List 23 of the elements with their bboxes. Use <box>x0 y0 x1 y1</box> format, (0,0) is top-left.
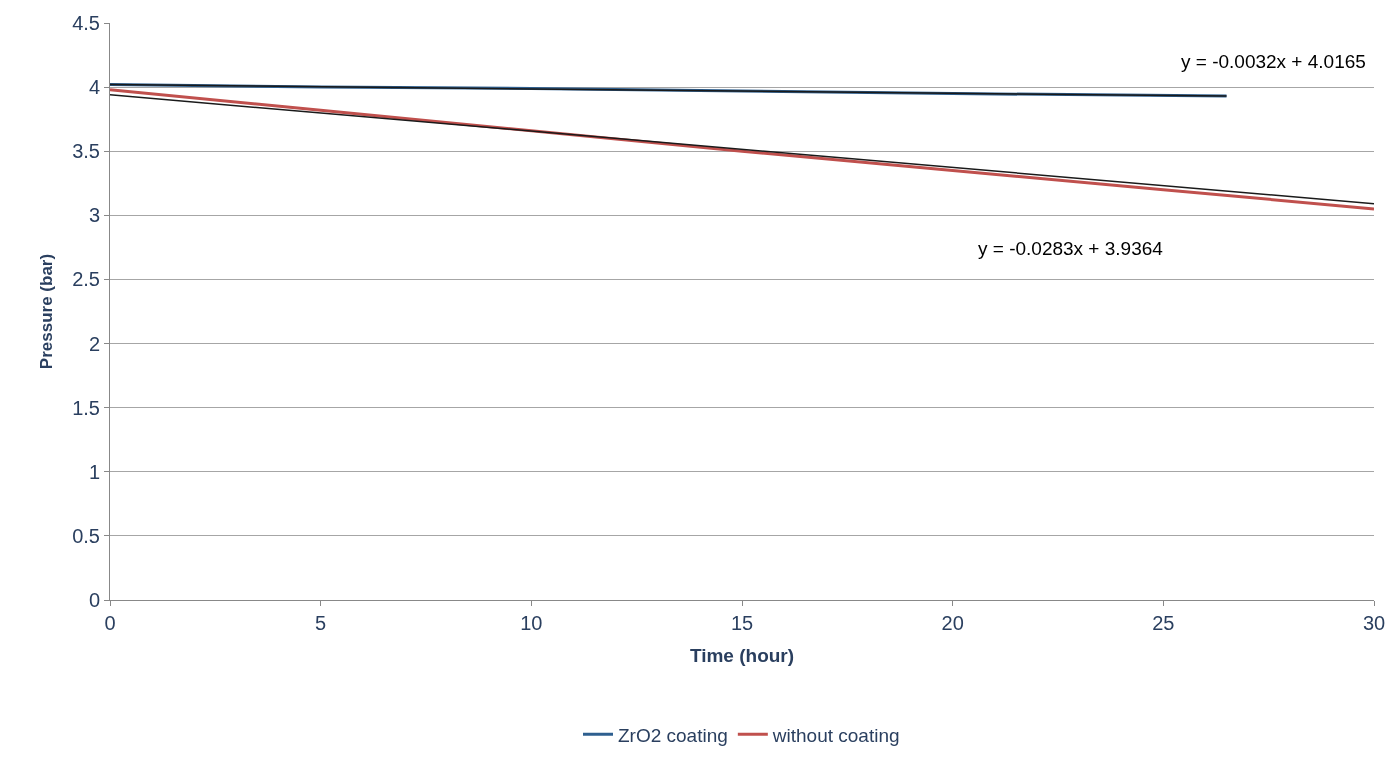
x-tick-label: 25 <box>1152 612 1175 634</box>
legend-label: without coating <box>771 724 900 746</box>
y-tick-label: 3 <box>88 204 100 227</box>
y-tick-label: 2.5 <box>72 268 100 291</box>
legend-label: ZrO2 coating <box>618 724 728 746</box>
annotation: y = -0.0032x + 4.0165 <box>1181 51 1366 72</box>
annotation: y = -0.0283x + 3.9364 <box>978 238 1164 259</box>
x-axis-title: Time (hour) <box>689 644 795 666</box>
x-tick-label: 20 <box>941 612 964 634</box>
y-tick-label: 4.5 <box>72 12 100 34</box>
y-tick-label: 1 <box>88 460 100 483</box>
y-tick-label: 0 <box>88 589 100 611</box>
y-tick-label: 3.5 <box>72 140 100 163</box>
y-axis-title: Pressure (bar) <box>36 253 56 370</box>
x-tick-label: 10 <box>520 612 543 634</box>
y-tick-label: 0.5 <box>72 524 100 547</box>
x-tick-label: 0 <box>104 612 116 634</box>
x-tick-label: 15 <box>730 612 754 634</box>
y-tick-label: 4 <box>88 76 100 99</box>
y-tick-label: 1.5 <box>72 396 100 419</box>
x-tick-label: 5 <box>315 612 327 634</box>
y-tick-label: 2 <box>88 332 100 355</box>
x-tick-label: 30 <box>1362 612 1386 634</box>
